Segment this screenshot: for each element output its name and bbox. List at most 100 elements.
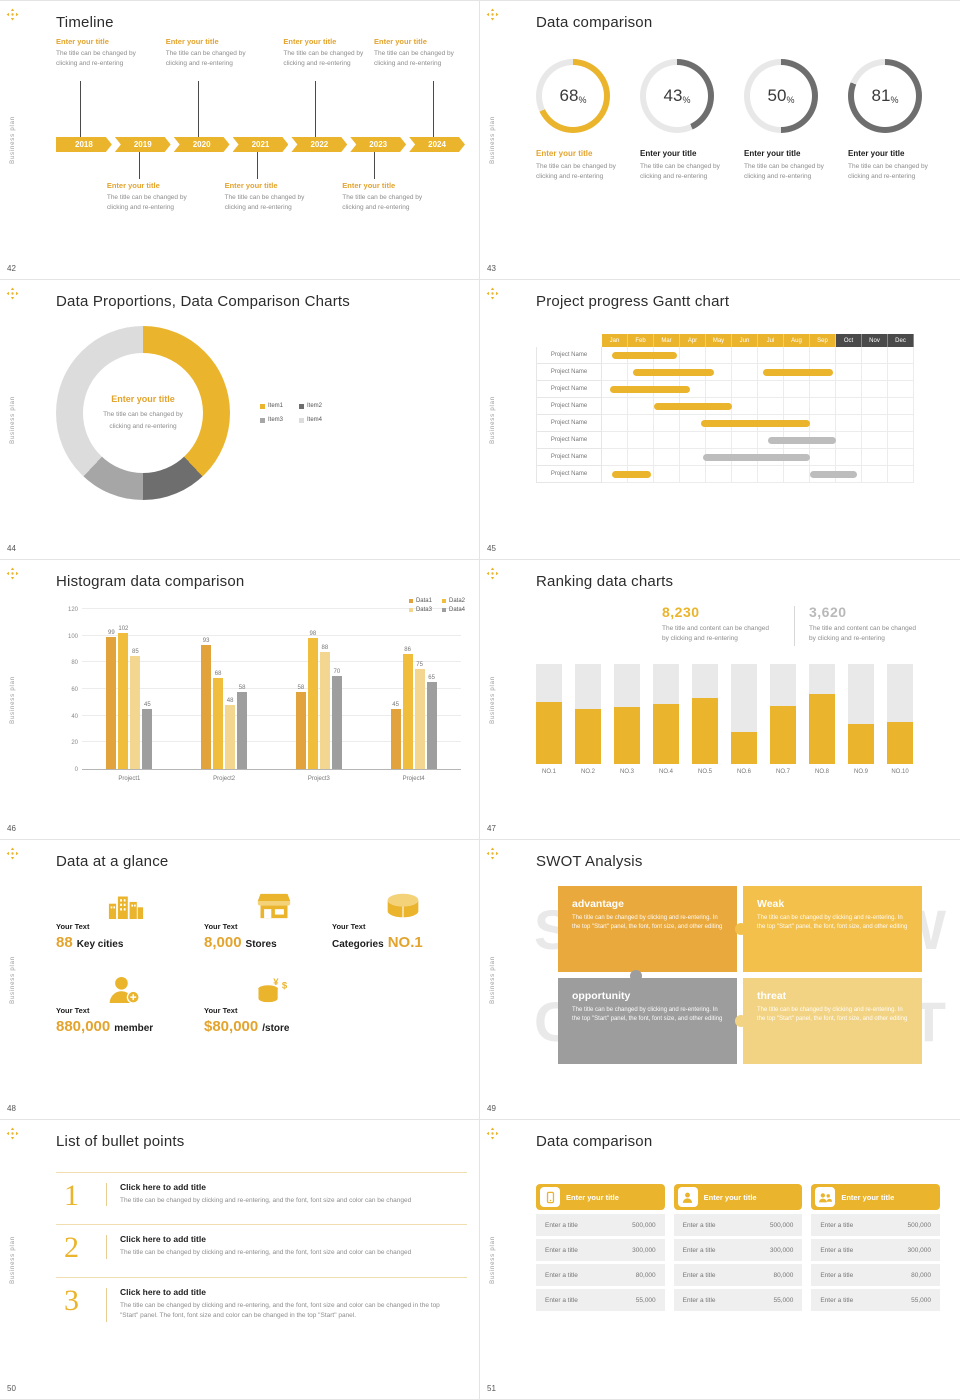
donut-ring: 68%	[536, 59, 610, 133]
bullet-title: Click here to add title	[120, 1234, 206, 1245]
timeline-year: 2020	[174, 137, 230, 152]
gantt-bar	[810, 471, 857, 478]
page-number: 50	[7, 1384, 16, 1393]
legend-label: Item4	[307, 417, 323, 423]
timeline-item: Enter your title The title can be changed…	[374, 37, 466, 69]
swot-word: opportunity	[572, 990, 631, 1002]
slide-title: Data comparison	[536, 1133, 653, 1150]
row-value: 55,000	[635, 1296, 656, 1304]
bar-track	[536, 664, 562, 764]
table-header: Enter your title	[536, 1184, 665, 1210]
gantt-cell	[602, 432, 628, 449]
rail-vertical-text: Business plan	[490, 116, 496, 164]
rail-vertical-text: Business plan	[490, 955, 496, 1004]
bar-track	[887, 664, 913, 764]
table-row: Enter a title 300,000	[673, 1239, 803, 1261]
gantt-cell	[784, 398, 810, 415]
timeline-year: 2018	[56, 137, 112, 152]
bar-wrap: 45	[390, 610, 401, 769]
gantt-bar	[700, 420, 810, 427]
bar	[319, 651, 330, 769]
slide-content: Ranking data charts 8,230 The title and c…	[506, 560, 960, 839]
gantt-cell	[862, 449, 888, 466]
row-value: 55,000	[911, 1296, 932, 1304]
timeline-item-desc: The title can be changed by clicking and…	[374, 50, 454, 68]
legend-item: Data4	[441, 607, 465, 613]
y-tick-label: 80	[71, 660, 78, 667]
row-value: 500,000	[907, 1221, 932, 1229]
donut-ring: 81%	[848, 59, 922, 133]
gantt-row-label: Project Name	[536, 398, 602, 415]
swot-text: The title can be changed by clicking and…	[572, 1007, 723, 1023]
timeline-item-title: Enter your title	[283, 37, 337, 46]
bar-wrap: 65	[426, 610, 437, 769]
bar-track	[809, 664, 835, 764]
donut-value: 68%	[536, 59, 610, 133]
timeline-item: Enter your title The title can be changed…	[56, 37, 148, 69]
gantt-cell	[732, 466, 758, 483]
legend-swatch	[408, 599, 413, 603]
bullet-divider	[106, 1235, 107, 1259]
compass-arrows-icon	[6, 847, 19, 860]
legend-swatch	[260, 417, 265, 423]
money-icon: ¥ $	[256, 976, 294, 1004]
gantt-cell	[836, 347, 862, 364]
puzzle-nub	[735, 923, 747, 935]
bar	[402, 654, 413, 769]
city-icon	[108, 892, 144, 919]
timeline-year: 2024	[409, 137, 465, 152]
legend-item: Item4	[299, 417, 322, 423]
swot-cell-advantage: advantage The title can be changed by cli…	[558, 886, 737, 972]
gantt-cell	[888, 466, 914, 483]
gantt-cell	[810, 398, 836, 415]
table-header: Enter your title	[673, 1184, 803, 1210]
compass-arrows-icon	[6, 1127, 19, 1140]
compass-arrows-icon	[486, 8, 499, 21]
gantt-cell	[680, 449, 706, 466]
glance-label: Your Text	[204, 1006, 238, 1015]
slide-rail: Business plan 51	[480, 1120, 506, 1399]
slide-title: Ranking data charts	[536, 573, 674, 590]
bullet-number: 1	[64, 1179, 79, 1212]
pie-center-desc: The title can be changed by clicking and…	[103, 411, 183, 430]
gridline	[82, 634, 461, 636]
category-label: Project1	[118, 776, 141, 782]
donut-label: Enter your title	[744, 149, 801, 158]
gantt-cell	[680, 432, 706, 449]
gantt-bar	[654, 403, 732, 410]
donut-value: 43%	[640, 59, 714, 133]
timeline-item: Enter your title The title can be changed…	[166, 37, 258, 69]
gantt-bar	[612, 352, 678, 359]
gantt-cell	[862, 347, 888, 364]
donut-item: 68% Enter your title The title can be chan…	[536, 59, 630, 183]
gantt-cell	[680, 347, 706, 364]
gantt-month: Mar	[654, 334, 680, 347]
bullet-desc: The title can be changed by clicking and…	[120, 1197, 412, 1204]
timeline-item: Enter your title The title can be changed…	[342, 181, 434, 213]
legend-swatch	[408, 608, 413, 612]
histogram-plot: 99 102 85 45 Project1 93 68 48 58 Project2 58 98 88 7…	[82, 608, 461, 782]
slide-content: Data comparison Enter your title Enter a …	[506, 1120, 960, 1399]
category-label: NO.5	[697, 769, 712, 775]
y-tick-label: 60	[71, 687, 78, 693]
donut-item: 50% Enter your title The title can be chan…	[744, 59, 838, 183]
bar-fill	[614, 707, 640, 764]
legend-label: Data3	[415, 607, 432, 613]
gantt-cell	[680, 466, 706, 483]
slide-rail: Business plan 49	[480, 840, 506, 1119]
percent-sign: %	[578, 94, 587, 105]
glance-item: ¥ $ Your Text $80,000/store	[204, 977, 332, 1038]
gridline	[82, 714, 461, 716]
bar	[331, 675, 342, 769]
percent-sign: %	[682, 94, 691, 105]
table-row: Enter a title 55,000	[536, 1289, 665, 1311]
ranking-column: NO.3	[614, 664, 640, 775]
pie-chart: Enter your title The title can be change…	[56, 326, 230, 500]
bar	[142, 709, 153, 769]
glance-value: 880,000 member	[56, 1018, 204, 1035]
bar-wrap: 75	[414, 610, 425, 769]
page-number: 47	[487, 824, 496, 833]
glance-label: Your Text	[56, 1006, 90, 1015]
page-number: 44	[7, 544, 16, 553]
